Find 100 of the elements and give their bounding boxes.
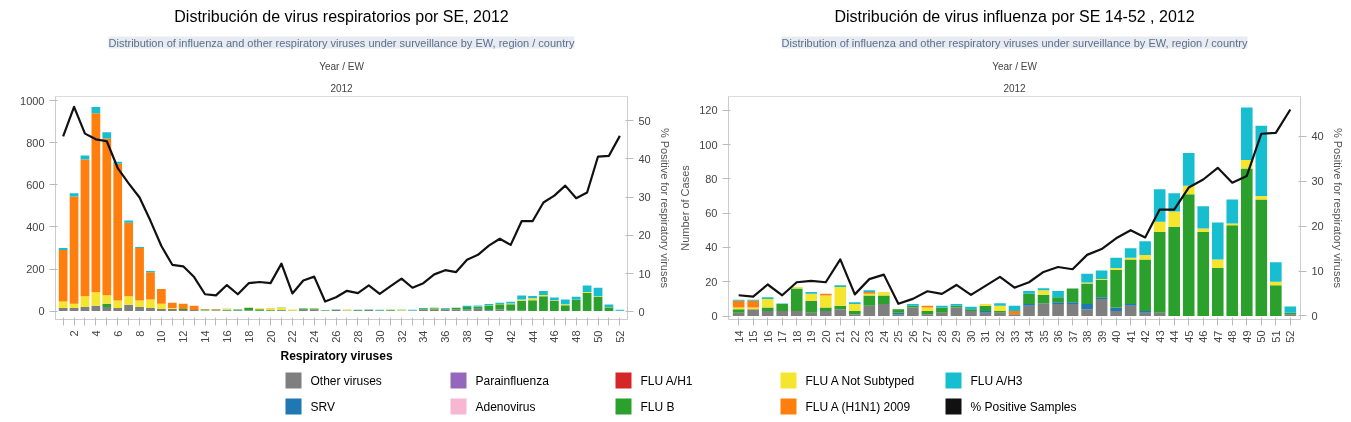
x-tick-label: 33 <box>1008 330 1021 343</box>
x-tick-label: 20 <box>819 330 832 343</box>
x-tick-label: 42 <box>504 330 517 343</box>
x-tick-label: 34 <box>417 330 430 343</box>
y-tick-label: 60 <box>705 207 718 220</box>
x-tick-label: 46 <box>1197 330 1210 343</box>
x-tick-label: 50 <box>592 330 605 343</box>
x-tick-label: 27 <box>921 330 934 343</box>
y2-tick-label: 20 <box>638 229 651 242</box>
x-tick-label: 23 <box>863 330 876 343</box>
legend-label: % Positive Samples <box>970 399 1077 414</box>
x-tick-label: 22 <box>286 330 299 343</box>
x-tick-label: 30 <box>373 330 386 343</box>
legend-label: FLU A (H1N1) 2009 <box>805 399 911 414</box>
y-tick-label: 600 <box>26 178 45 191</box>
x-tick-label: 52 <box>613 330 626 343</box>
x-tick-label: 38 <box>1081 330 1094 343</box>
x-tick-label: 43 <box>1153 330 1166 343</box>
chart-title: Distribución de virus influenza por SE 14-52 , 2012 <box>834 7 1195 25</box>
x-tick-label: 28 <box>351 330 364 343</box>
x-tick-label: 18 <box>242 330 255 343</box>
legend-label: Parainfluenza <box>475 373 550 388</box>
y2-tick-label: 20 <box>1311 220 1324 233</box>
x-tick-label: 40 <box>482 330 495 343</box>
x-tick-label: 35 <box>1037 330 1050 343</box>
text: 2012 <box>1003 82 1027 94</box>
x-tick-label: 36 <box>1052 330 1065 343</box>
text: Year / EW <box>319 60 365 72</box>
y-tick-label: 0 <box>711 310 718 323</box>
y-tick-label: 20 <box>705 275 718 288</box>
x-tick-label: 32 <box>993 330 1006 343</box>
x-tick-label: 41 <box>1124 330 1137 343</box>
y2-tick-label: 50 <box>638 114 651 127</box>
y-tick-label: 80 <box>705 172 718 185</box>
y-tick-label: 1000 <box>20 94 45 107</box>
x-tick-label: 45 <box>1182 330 1195 343</box>
legend-label: Other viruses <box>310 373 382 388</box>
x-tick-label: 22 <box>848 330 861 343</box>
x-tick-label: 30 <box>964 330 977 343</box>
x-tick-label: 8 <box>133 330 146 337</box>
x-tick-label: 26 <box>330 330 343 343</box>
x-tick-label: 6 <box>111 330 124 337</box>
y2-tick-label: 10 <box>638 267 651 280</box>
y2-tick-label: 40 <box>638 152 651 165</box>
x-tick-label: 29 <box>950 330 963 343</box>
y2-tick-label: 0 <box>1311 309 1318 322</box>
y2-tick-label: 10 <box>1311 265 1324 278</box>
y2-tick-label: 30 <box>638 191 651 204</box>
legend-label: SRV <box>310 399 335 414</box>
x-tick-label: 47 <box>1211 330 1224 343</box>
x-tick-label: 38 <box>461 330 474 343</box>
x-tick-label: 39 <box>1095 330 1108 343</box>
y-axis-title: Number of Cases <box>679 164 692 251</box>
x-tick-label: 14 <box>199 330 212 343</box>
x-tick-label: 52 <box>1284 330 1297 343</box>
y2-axis-title: % Positive for respiratory viruses <box>1331 127 1344 289</box>
x-tick-label: 16 <box>220 330 233 343</box>
chart-subtitle: Distribution of influenza and other respiratory viruses under surveillance by EW, region / country <box>781 36 1248 49</box>
x-tick-label: 48 <box>570 330 583 343</box>
y2-tick-label: 40 <box>1311 130 1324 143</box>
x-tick-label: 16 <box>761 330 774 343</box>
x-tick-label: 46 <box>548 330 561 343</box>
x-tick-label: 24 <box>308 330 321 343</box>
legend-label: FLU A Not Subtyped <box>805 373 915 388</box>
x-tick-label: 18 <box>790 330 803 343</box>
x-tick-label: 36 <box>439 330 452 343</box>
x-tick-label: 32 <box>395 330 408 343</box>
x-tick-label: 42 <box>1139 330 1152 343</box>
x-tick-label: 26 <box>906 330 919 343</box>
x-tick-label: 10 <box>155 330 168 343</box>
x-tick-label: 44 <box>1168 330 1181 343</box>
y-tick-label: 800 <box>26 136 45 149</box>
text: Year / EW <box>992 60 1038 72</box>
x-tick-label: 37 <box>1066 330 1079 343</box>
chart-title: Distribución de virus respiratorios por SE, 2012 <box>174 7 509 25</box>
legend-label: FLU A/H1 <box>640 373 693 388</box>
x-tick-label: 21 <box>834 330 847 343</box>
x-tick-label: 28 <box>935 330 948 343</box>
x-tick-label: 19 <box>805 330 818 343</box>
x-tick-label: 50 <box>1255 330 1268 343</box>
x-tick-label: 4 <box>89 330 102 337</box>
x-tick-label: 34 <box>1023 330 1036 343</box>
y-tick-label: 40 <box>705 241 718 254</box>
y-tick-label: 0 <box>38 305 45 318</box>
x-tick-label: 51 <box>1269 330 1282 343</box>
y2-tick-label: 30 <box>1311 175 1324 188</box>
y-tick-label: 100 <box>699 138 718 151</box>
legend-label: Adenovirus <box>475 399 536 414</box>
x-tick-label: 49 <box>1240 330 1253 343</box>
y2-tick-label: 0 <box>638 305 645 318</box>
x-tick-label: 31 <box>979 330 992 343</box>
legend-title: Respiratory viruses <box>280 348 393 363</box>
x-tick-label: 48 <box>1226 330 1239 343</box>
x-tick-label: 20 <box>264 330 277 343</box>
x-tick-label: 15 <box>747 330 760 343</box>
x-tick-label: 14 <box>732 330 745 343</box>
x-tick-label: 40 <box>1110 330 1123 343</box>
x-tick-label: 12 <box>177 330 190 343</box>
y-tick-label: 200 <box>26 263 45 276</box>
x-tick-label: 25 <box>892 330 905 343</box>
